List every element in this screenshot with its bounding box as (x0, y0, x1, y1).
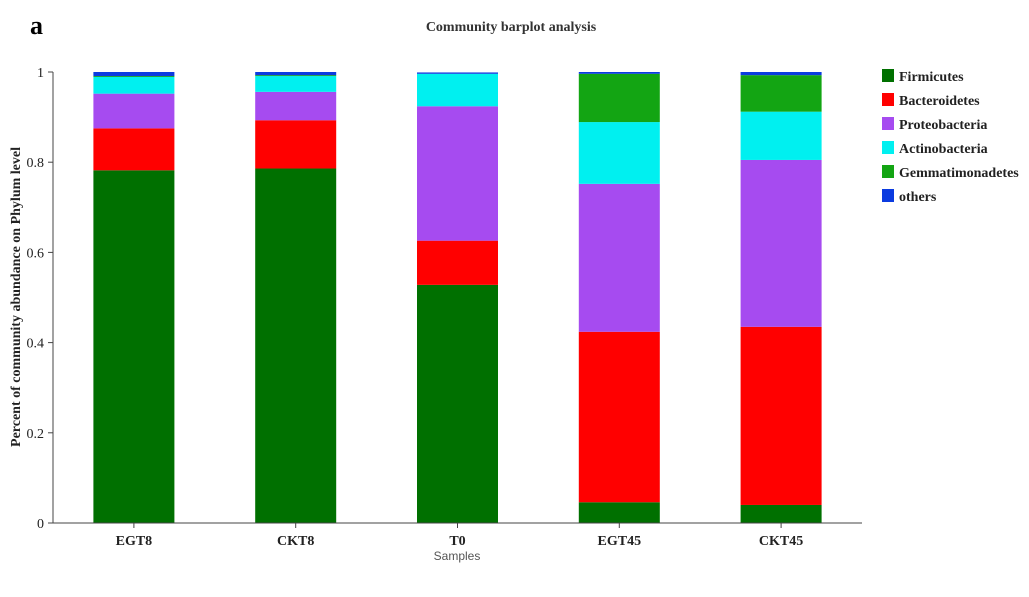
y-axis-label: Percent of community abundance on Phylum… (9, 147, 24, 447)
y-tick-label: 0 (37, 517, 44, 532)
bar-t0-others (417, 72, 498, 74)
x-tick-label-egt45: EGT45 (598, 534, 642, 549)
x-axis-label: Samples (434, 549, 481, 563)
bar-ckt45-actinobacteria (740, 111, 822, 160)
bar-egt8-gemmatimonadetes (93, 76, 175, 77)
bar-ckt45-proteobacteria (740, 159, 822, 327)
y-tick-label: 0.4 (27, 337, 45, 352)
bar-egt8-firmicutes (93, 170, 175, 523)
bar-t0-actinobacteria (417, 73, 498, 107)
bar-egt45-firmicutes (578, 502, 660, 523)
bar-egt8-bacteroidetes (93, 128, 175, 171)
axes-group: EGT8 CKT8 T0 EGT45 CKT45 0 0.2 0.4 0.6 0.8 1 (27, 66, 862, 549)
bar-ckt45-others (740, 72, 822, 76)
bar-t0-proteobacteria (417, 106, 498, 241)
bar-ckt8-bacteroidetes (255, 120, 337, 169)
legend-label-bacteroidetes: Bacteroidetes (899, 94, 980, 109)
bar-egt8-proteobacteria (93, 93, 175, 129)
bar-egt8-others (93, 72, 175, 77)
legend-swatch-firmicutes (882, 69, 894, 82)
y-tick-label: 0.8 (27, 156, 45, 171)
legend-label-gemmatimonadetes: Gemmatimonadetes (899, 166, 1019, 181)
legend-swatch-bacteroidetes (882, 93, 894, 106)
bar-ckt45-bacteroidetes (740, 326, 822, 505)
bar-egt45-proteobacteria (578, 183, 660, 332)
legend-swatch-gemmatimonadetes (882, 165, 894, 178)
legend-label-proteobacteria: Proteobacteria (899, 118, 987, 133)
bar-egt45-actinobacteria (578, 122, 660, 184)
legend-label-others: others (899, 190, 937, 205)
bar-ckt8-proteobacteria (255, 91, 337, 121)
bar-egt8-actinobacteria (93, 76, 175, 94)
bar-ckt8-gemmatimonadetes (255, 75, 337, 77)
legend-swatch-actinobacteria (882, 141, 894, 154)
legend-label-firmicutes: Firmicutes (899, 70, 964, 85)
y-tick-label: 1 (37, 66, 44, 81)
x-tick-label-t0: T0 (449, 534, 465, 549)
y-tick-label: 0.2 (27, 427, 45, 442)
legend-swatch-others (882, 189, 894, 202)
bar-ckt8-others (255, 72, 337, 76)
x-tick-label-ckt8: CKT8 (277, 534, 314, 549)
bar-egt45-gemmatimonadetes (578, 73, 660, 123)
y-tick-label: 0.6 (27, 246, 45, 261)
x-tick-label-egt8: EGT8 (116, 534, 153, 549)
bar-ckt8-firmicutes (255, 168, 337, 523)
chart-title: Community barplot analysis (426, 20, 597, 35)
bar-ckt8-actinobacteria (255, 76, 337, 92)
bar-ckt45-gemmatimonadetes (740, 75, 822, 112)
legend-label-actinobacteria: Actinobacteria (899, 142, 988, 157)
bars-group (93, 72, 822, 523)
bar-egt45-bacteroidetes (578, 331, 660, 503)
legend: Firmicutes Bacteroidetes Proteobacteria Act… (882, 69, 1019, 205)
bar-egt45-others (578, 72, 660, 74)
bar-t0-bacteroidetes (417, 240, 498, 285)
x-tick-label-ckt45: CKT45 (759, 534, 803, 549)
bar-ckt45-firmicutes (740, 504, 822, 523)
legend-swatch-proteobacteria (882, 117, 894, 130)
panel-letter: a (30, 11, 43, 40)
bar-t0-firmicutes (417, 284, 498, 523)
